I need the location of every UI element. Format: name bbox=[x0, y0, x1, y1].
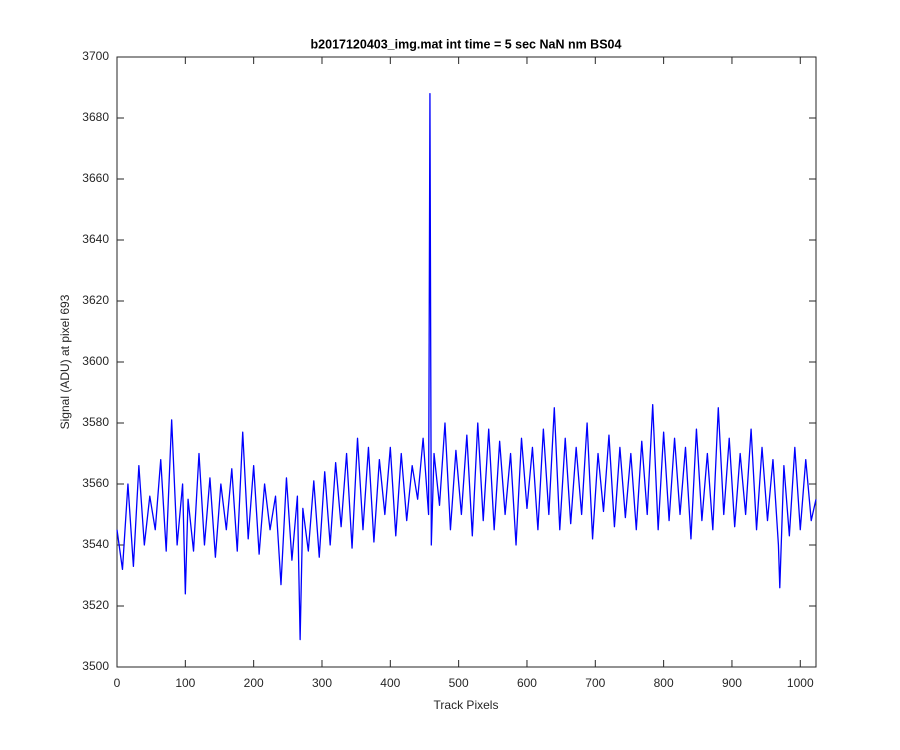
y-tick-label: 3520 bbox=[82, 598, 109, 612]
data-line bbox=[116, 92, 817, 641]
y-tick-label: 3700 bbox=[82, 49, 109, 63]
x-tick-label: 800 bbox=[654, 676, 674, 690]
x-tick-label: 500 bbox=[449, 676, 469, 690]
x-tick-label: 900 bbox=[722, 676, 742, 690]
x-axis-label: Track Pixels bbox=[434, 698, 499, 712]
x-tick-label: 100 bbox=[175, 676, 195, 690]
y-tick-label: 3580 bbox=[82, 415, 109, 429]
y-tick-label: 3640 bbox=[82, 232, 109, 246]
y-tick-label: 3500 bbox=[82, 659, 109, 673]
x-tick-label: 1000 bbox=[787, 676, 814, 690]
x-tick-label: 700 bbox=[585, 676, 605, 690]
x-tick-label: 400 bbox=[380, 676, 400, 690]
y-tick-label: 3620 bbox=[82, 293, 109, 307]
y-tick-label: 3560 bbox=[82, 476, 109, 490]
x-tick-label: 300 bbox=[312, 676, 332, 690]
y-tick-label: 3660 bbox=[82, 171, 109, 185]
y-tick-label: 3540 bbox=[82, 537, 109, 551]
chart-title: b2017120403_img.mat int time = 5 sec NaN… bbox=[311, 37, 622, 51]
y-tick-label: 3680 bbox=[82, 110, 109, 124]
x-tick-label: 600 bbox=[517, 676, 537, 690]
y-axis-label: Signal (ADU) at pixel 693 bbox=[58, 294, 72, 429]
x-tick-label: 0 bbox=[114, 676, 121, 690]
x-tick-label: 200 bbox=[244, 676, 264, 690]
y-tick-label: 3600 bbox=[82, 354, 109, 368]
